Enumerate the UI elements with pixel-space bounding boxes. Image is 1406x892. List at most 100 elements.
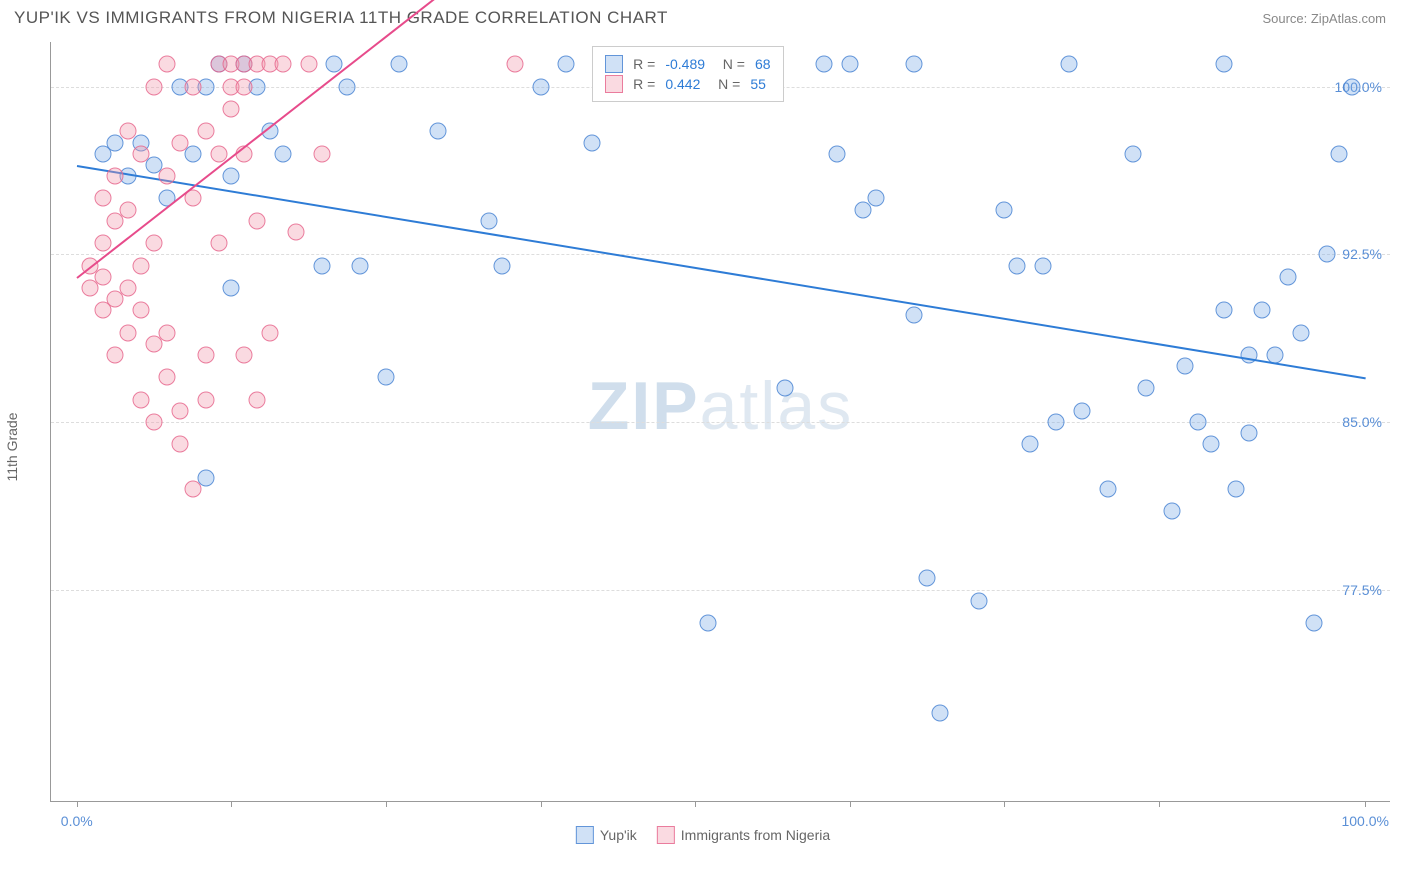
data-point — [197, 346, 214, 363]
data-point — [120, 123, 137, 140]
data-point — [133, 257, 150, 274]
scatter-plot: ZIPatlas 77.5%85.0%92.5%100.0%0.0%100.0%… — [50, 42, 1390, 802]
data-point — [919, 570, 936, 587]
chart-title: YUP'IK VS IMMIGRANTS FROM NIGERIA 11TH G… — [14, 8, 668, 28]
data-point — [1189, 414, 1206, 431]
y-axis-label: 11th Grade — [4, 412, 20, 481]
data-point — [1202, 436, 1219, 453]
data-point — [558, 56, 575, 73]
data-point — [249, 391, 266, 408]
x-tick-label: 0.0% — [61, 813, 93, 829]
stat-r-label: R = — [633, 56, 655, 72]
data-point — [429, 123, 446, 140]
data-point — [120, 201, 137, 218]
legend-swatch — [605, 75, 623, 93]
stat-n-label: N = — [710, 76, 740, 92]
data-point — [171, 402, 188, 419]
data-point — [1125, 145, 1142, 162]
data-point — [236, 78, 253, 95]
data-point — [1073, 402, 1090, 419]
data-point — [300, 56, 317, 73]
legend-label: Yup'ik — [600, 827, 637, 843]
legend-item: Yup'ik — [576, 826, 637, 844]
data-point — [287, 224, 304, 241]
data-point — [107, 168, 124, 185]
x-tick — [386, 801, 387, 807]
x-tick — [541, 801, 542, 807]
data-point — [1099, 481, 1116, 498]
data-point — [184, 481, 201, 498]
data-point — [133, 391, 150, 408]
data-point — [1215, 56, 1232, 73]
data-point — [1060, 56, 1077, 73]
legend-swatch — [605, 55, 623, 73]
data-point — [146, 235, 163, 252]
data-point — [352, 257, 369, 274]
stat-n-value: 68 — [755, 56, 771, 72]
data-point — [223, 279, 240, 296]
legend-label: Immigrants from Nigeria — [681, 827, 830, 843]
data-point — [210, 235, 227, 252]
stats-row: R =0.442 N =55 — [605, 75, 770, 93]
legend-swatch — [576, 826, 594, 844]
header: YUP'IK VS IMMIGRANTS FROM NIGERIA 11TH G… — [0, 0, 1406, 42]
data-point — [816, 56, 833, 73]
data-point — [171, 436, 188, 453]
data-point — [1176, 358, 1193, 375]
y-tick-label: 85.0% — [1342, 414, 1382, 430]
data-point — [828, 145, 845, 162]
data-point — [970, 592, 987, 609]
data-point — [1344, 78, 1361, 95]
data-point — [313, 145, 330, 162]
x-tick-label: 100.0% — [1341, 813, 1388, 829]
data-point — [1048, 414, 1065, 431]
data-point — [1305, 615, 1322, 632]
data-point — [1254, 302, 1271, 319]
data-point — [906, 306, 923, 323]
data-point — [867, 190, 884, 207]
data-point — [120, 279, 137, 296]
data-point — [1215, 302, 1232, 319]
data-point — [378, 369, 395, 386]
data-point — [236, 346, 253, 363]
data-point — [107, 346, 124, 363]
data-point — [390, 56, 407, 73]
data-point — [146, 78, 163, 95]
data-point — [777, 380, 794, 397]
x-tick — [850, 801, 851, 807]
data-point — [506, 56, 523, 73]
regression-line — [77, 165, 1366, 379]
data-point — [841, 56, 858, 73]
stat-n-value: 55 — [750, 76, 766, 92]
y-tick-label: 92.5% — [1342, 246, 1382, 262]
data-point — [120, 324, 137, 341]
legend-bottom: Yup'ik Immigrants from Nigeria — [576, 826, 830, 844]
stats-row: R =-0.489 N =68 — [605, 55, 770, 73]
x-tick — [1159, 801, 1160, 807]
data-point — [133, 145, 150, 162]
data-point — [197, 391, 214, 408]
stat-r-value: -0.489 — [665, 56, 705, 72]
data-point — [1009, 257, 1026, 274]
data-point — [1163, 503, 1180, 520]
data-point — [1241, 425, 1258, 442]
data-point — [197, 123, 214, 140]
source-label: Source: ZipAtlas.com — [1262, 11, 1386, 26]
data-point — [1318, 246, 1335, 263]
data-point — [584, 134, 601, 151]
data-point — [146, 414, 163, 431]
data-point — [94, 190, 111, 207]
data-point — [210, 145, 227, 162]
stats-legend: R =-0.489 N =68R =0.442 N =55 — [592, 46, 783, 102]
data-point — [493, 257, 510, 274]
data-point — [1279, 268, 1296, 285]
x-tick — [695, 801, 696, 807]
data-point — [158, 369, 175, 386]
data-point — [906, 56, 923, 73]
x-tick — [1365, 801, 1366, 807]
legend-item: Immigrants from Nigeria — [657, 826, 830, 844]
data-point — [158, 168, 175, 185]
data-point — [249, 212, 266, 229]
gridline — [51, 254, 1390, 255]
data-point — [94, 268, 111, 285]
